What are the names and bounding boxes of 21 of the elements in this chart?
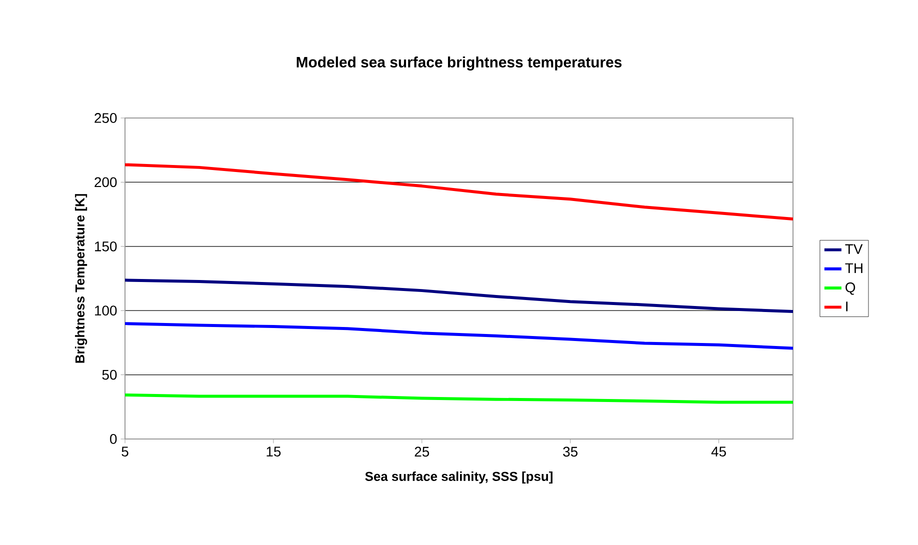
y-tick-label: 100 (95, 306, 117, 316)
legend-label: TV (845, 244, 863, 254)
y-axis-title: Brightness Temperature [K] (74, 194, 88, 363)
x-axis-title: Sea surface salinity, SSS [psu] (365, 471, 552, 484)
y-tick-label: 200 (94, 177, 117, 188)
y-tick-label: 0 (110, 434, 117, 444)
line-series (125, 163, 794, 221)
legend-label: TH (845, 263, 862, 273)
line-series (125, 278, 794, 313)
x-tick-label: 45 (711, 446, 726, 457)
x-tick-label: 5 (122, 446, 128, 457)
line-series (125, 322, 794, 350)
y-tick-label: 250 (94, 113, 117, 123)
y-tick-label: 150 (95, 241, 117, 252)
x-tick-label: 15 (266, 446, 281, 457)
legend-label: I (846, 302, 848, 312)
chart-title: Modeled sea surface brightness temperatures (296, 56, 622, 71)
x-tick-label: 25 (414, 446, 430, 457)
x-tick-label: 35 (563, 446, 578, 457)
y-tick-label: 50 (102, 370, 117, 380)
legend-label: Q (846, 282, 856, 295)
